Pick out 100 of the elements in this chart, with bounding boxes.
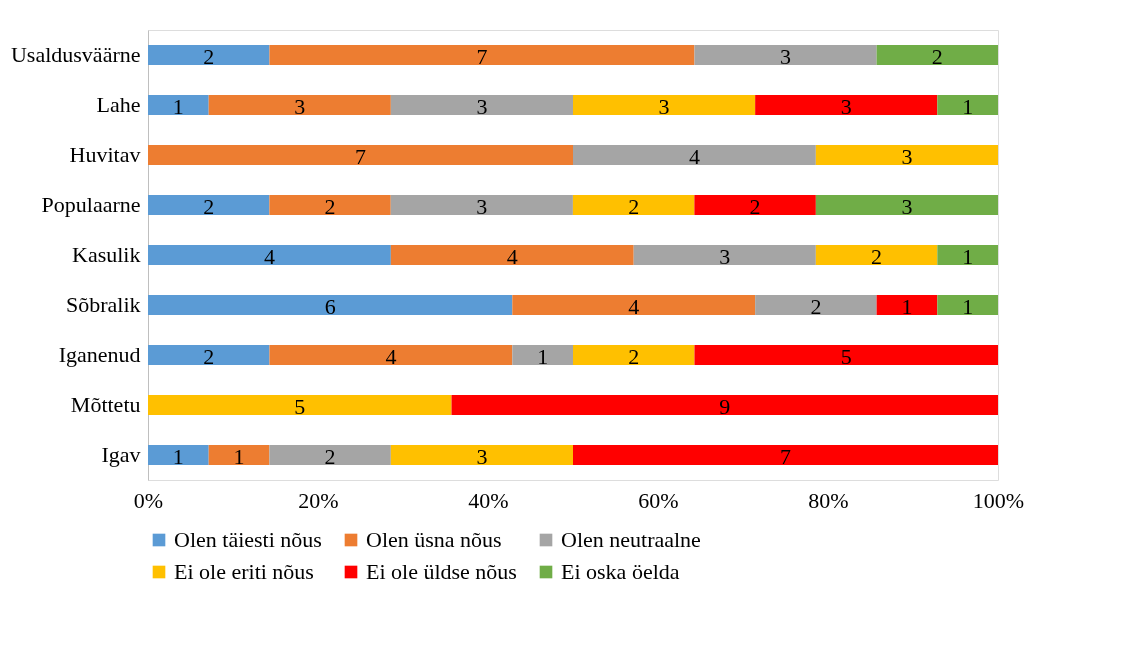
legend-label: Ei ole eriti nõus: [174, 559, 314, 584]
bar: [148, 245, 391, 265]
annotation: 4: [628, 294, 640, 319]
annotation: 3: [901, 144, 913, 169]
annotation: 1: [233, 444, 245, 469]
bar: [148, 45, 270, 65]
bar: [148, 95, 209, 115]
annotation: 1: [901, 294, 913, 319]
bar: [876, 295, 938, 315]
annotation: 1: [962, 294, 974, 319]
annotation: 2: [871, 244, 883, 269]
bar: [208, 445, 270, 465]
annotation: 7: [780, 444, 791, 469]
annotation: 4: [688, 144, 700, 169]
bar: [390, 195, 573, 215]
annotation: 5: [294, 394, 306, 419]
annotation: 3: [901, 194, 913, 219]
annotation: 3: [840, 94, 852, 119]
y-tick-label: Mõttetu: [70, 392, 141, 417]
bar: [512, 345, 573, 365]
annotation: 3: [476, 94, 488, 119]
annotation: 1: [962, 244, 974, 269]
bar: [208, 95, 391, 115]
annotation: 2: [203, 344, 215, 369]
y-tick-label: Sõbralik: [65, 292, 141, 317]
y-tick-label: Huvitav: [69, 142, 141, 167]
legend-label: Ei oska öelda: [561, 559, 680, 584]
bar: [148, 145, 573, 165]
bar: [269, 345, 513, 365]
bar: [148, 195, 270, 215]
annotation: 6: [324, 294, 336, 319]
bar: [390, 445, 573, 465]
y-tick-label: Iganenud: [58, 342, 141, 367]
bar: [148, 295, 513, 315]
bar: [694, 345, 998, 365]
annotation: 2: [324, 444, 336, 469]
legend-label: Olen neutraalne: [561, 527, 701, 552]
bar: [573, 145, 816, 165]
x-tick-label: 40%: [468, 487, 509, 513]
y-tick-label: Lahe: [96, 92, 141, 117]
x-tick-label: 100%: [972, 487, 1025, 513]
x-tick-label: 0%: [133, 487, 164, 513]
annotation: 7: [355, 144, 366, 169]
annotation: 3: [476, 194, 488, 219]
annotation: 2: [203, 194, 215, 219]
bar: [755, 95, 938, 115]
bar: [269, 445, 391, 465]
bar: [815, 145, 998, 165]
annotation: 9: [719, 394, 731, 419]
bar: [572, 195, 695, 215]
annotation: 5: [840, 344, 852, 369]
bar: [694, 45, 877, 65]
annotation: 7: [476, 44, 488, 69]
y-tick-label: Kasulik: [72, 242, 141, 267]
y-tick-label: Igav: [101, 442, 141, 467]
x-tick-label: 60%: [638, 487, 679, 513]
legend-label: Olen üsna nõus: [366, 527, 502, 552]
annotation: 1: [172, 94, 184, 119]
bar: [390, 95, 573, 115]
bar: [755, 295, 877, 315]
bar: [269, 195, 391, 215]
annotation: 2: [931, 44, 943, 69]
bar: [148, 445, 209, 465]
bar: [573, 95, 756, 115]
annotation: 2: [203, 44, 215, 69]
bar: [573, 345, 695, 365]
annotation: 3: [294, 94, 306, 119]
bar: [937, 245, 998, 265]
annotation: 1: [537, 344, 549, 369]
annotation: 3: [719, 244, 731, 269]
annotation: 2: [810, 294, 822, 319]
annotation: 2: [749, 194, 761, 219]
annotation: 2: [324, 194, 336, 219]
bar: [815, 195, 998, 215]
legend-label: Ei ole üldse nõus: [366, 559, 517, 584]
y-tick-label: Usaldusväärne: [10, 42, 141, 67]
y-tick-label: Populaarne: [41, 192, 141, 217]
annotation: 4: [263, 244, 275, 269]
bar: [512, 295, 756, 315]
bar: [937, 95, 998, 115]
bar: [694, 195, 816, 215]
legend-label: Olen täiesti nõus: [174, 527, 322, 552]
bar: [815, 245, 938, 265]
x-tick-label: 80%: [808, 487, 849, 513]
annotation: 2: [628, 194, 640, 219]
bar: [148, 395, 452, 415]
annotation: 4: [506, 244, 518, 269]
bar: [451, 395, 998, 415]
bar: [390, 245, 634, 265]
bar: [876, 45, 998, 65]
bar: [269, 45, 695, 65]
annotation: 4: [385, 344, 397, 369]
annotation: 3: [658, 94, 670, 119]
bar: [937, 295, 998, 315]
annotation: 3: [780, 44, 792, 69]
annotation: 1: [172, 444, 184, 469]
bar: [633, 245, 816, 265]
bar: [573, 445, 998, 465]
annotation: 1: [962, 94, 974, 119]
annotation: 3: [476, 444, 488, 469]
